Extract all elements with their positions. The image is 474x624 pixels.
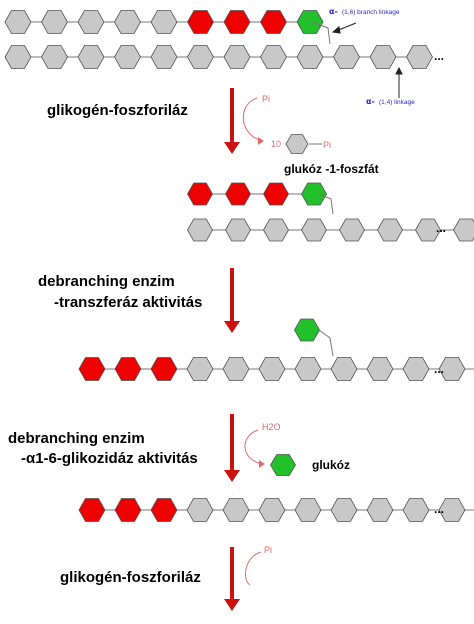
stage2-branch-glucose-unit-red bbox=[225, 182, 251, 206]
water-reagent: H2O bbox=[262, 422, 281, 432]
phosphate-reagent-1: Pi bbox=[262, 94, 270, 104]
free-glucose-unit bbox=[270, 454, 296, 476]
stage3-branch-glucose-unit-green bbox=[294, 318, 320, 342]
phosphate-reagent-4: Pi bbox=[264, 545, 272, 555]
stage3-main-glucose-unit-red bbox=[78, 357, 106, 381]
stage3-main-glucose-unit bbox=[438, 357, 466, 381]
stage1-main-glucose-unit bbox=[187, 45, 214, 69]
stage1-main-glucose-unit bbox=[41, 45, 68, 69]
stage3-main-glucose-unit-red bbox=[150, 357, 178, 381]
stage1-branch-glucose-unit bbox=[77, 10, 105, 34]
stage3-main-glucose-unit bbox=[330, 357, 358, 381]
stage1-main-glucose-unit bbox=[369, 45, 397, 69]
stage1-branch-glucose-unit-red bbox=[223, 10, 251, 34]
chain-continues-1: ... bbox=[434, 49, 444, 63]
linear-linkage-label: (1,4) linkage bbox=[379, 99, 415, 106]
stage1-main-glucose-unit bbox=[77, 45, 105, 69]
stage2-main-glucose-unit bbox=[377, 218, 403, 242]
stage3-main-glucose-unit bbox=[186, 357, 214, 381]
stage1-branch-glucose-unit-green bbox=[296, 10, 324, 34]
curved-arrow-head-2 bbox=[259, 460, 265, 468]
reaction-arrow-2 bbox=[224, 268, 240, 333]
curved-reagent-arrows bbox=[242, 97, 263, 586]
stage2-branch-glucose-unit-green bbox=[301, 182, 327, 206]
stage4-main-glucose-unit-red bbox=[78, 498, 106, 522]
stage2-main-glucose-unit bbox=[187, 218, 213, 242]
step-2-label-line1: debranching enzim bbox=[38, 273, 175, 290]
chain-continues-3: ... bbox=[434, 362, 444, 376]
stage3-main-glucose-unit bbox=[366, 357, 394, 381]
stage3-main-glucose-unit-red bbox=[114, 357, 142, 381]
stage1-main-glucose-unit bbox=[223, 45, 251, 69]
stage2-main-glucose-unit bbox=[415, 218, 441, 242]
glucose-1-phosphate-label: glukóz -1-foszfát bbox=[284, 162, 379, 176]
stage1-main-glucose-unit bbox=[114, 45, 141, 69]
stage1-branch-glucose-unit-red bbox=[260, 10, 287, 34]
stage3-main-glucose-unit bbox=[222, 357, 250, 381]
branch-alpha-symbol: α- bbox=[329, 7, 338, 16]
stage3-main-glucose-unit bbox=[294, 357, 322, 381]
stage2-main-glucose-unit bbox=[301, 218, 327, 242]
glucose-label: glukóz bbox=[312, 458, 350, 472]
stage4-main-glucose-unit bbox=[222, 498, 250, 522]
stage1-branch-glucose-unit bbox=[150, 10, 178, 34]
product-count: 10 bbox=[271, 139, 281, 149]
step-3-label-line1: debranching enzim bbox=[8, 430, 145, 447]
reaction-arrow-1 bbox=[224, 88, 240, 154]
stage1-branch-glucose-unit bbox=[114, 10, 141, 34]
branch-connectors bbox=[311, 21, 334, 357]
stage4-main-glucose-unit-red bbox=[114, 498, 142, 522]
stage1-main-glucose-unit bbox=[150, 45, 178, 69]
stage2-branch-glucose-unit-red bbox=[263, 182, 289, 206]
stage2-main-glucose-unit bbox=[339, 218, 365, 242]
curved-arrow-head-1 bbox=[258, 137, 264, 145]
stage1-main-glucose-unit bbox=[296, 45, 324, 69]
stage3-main-glucose-unit bbox=[402, 357, 430, 381]
stage2-main-glucose-unit bbox=[453, 218, 474, 242]
glucose-chains bbox=[4, 10, 474, 522]
glucose-phosphate-pi: Pi bbox=[323, 140, 331, 150]
stage4-main-glucose-unit bbox=[294, 498, 322, 522]
stage1-branch-glucose-unit bbox=[4, 10, 32, 34]
stage4-main-glucose-unit bbox=[438, 498, 466, 522]
stage1-main-glucose-unit bbox=[406, 45, 433, 69]
stage1-main-glucose-unit bbox=[260, 45, 287, 69]
stage1-main-glucose-unit bbox=[4, 45, 32, 69]
step-1-label: glikogén-foszforiláz bbox=[47, 102, 188, 119]
stage4-main-glucose-unit bbox=[366, 498, 394, 522]
stage4-main-glucose-unit-red bbox=[150, 498, 178, 522]
stage4-main-glucose-unit bbox=[330, 498, 358, 522]
linear-alpha-symbol: α- bbox=[366, 97, 375, 106]
stage2-main-glucose-unit bbox=[263, 218, 289, 242]
linkage-pointers bbox=[331, 22, 403, 98]
chain-continues-2: ... bbox=[436, 221, 446, 235]
stage2-main-glucose-unit bbox=[225, 218, 251, 242]
reaction-arrow-4 bbox=[224, 547, 240, 611]
step-4-label: glikogén-foszforiláz bbox=[60, 569, 201, 586]
reaction-arrows bbox=[224, 88, 240, 611]
reaction-arrow-3 bbox=[224, 414, 240, 482]
stage1-branch-glucose-unit bbox=[41, 10, 68, 34]
chain-continues-4: ... bbox=[434, 502, 444, 516]
step-2-label-line2: -transzferáz aktivitás bbox=[54, 294, 202, 311]
step-3-label-line2: -α1-6-glikozidáz aktivitás bbox=[21, 450, 198, 467]
glucose-1-phosphate-unit bbox=[285, 134, 309, 154]
stage4-main-glucose-unit bbox=[258, 498, 286, 522]
stage4-main-glucose-unit bbox=[186, 498, 214, 522]
stage1-main-glucose-unit bbox=[333, 45, 360, 69]
stage1-branch-glucose-unit-red bbox=[187, 10, 214, 34]
stage4-main-glucose-unit bbox=[402, 498, 430, 522]
stage3-main-glucose-unit bbox=[258, 357, 286, 381]
branch-linkage-label: (1,6) branch linkage bbox=[342, 9, 400, 16]
stage2-branch-glucose-unit-red bbox=[187, 182, 213, 206]
